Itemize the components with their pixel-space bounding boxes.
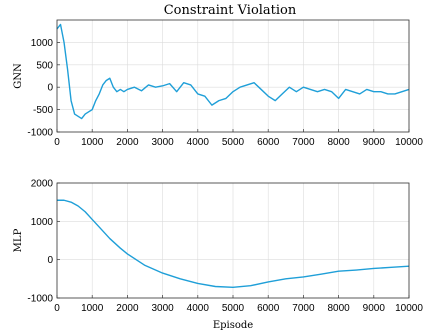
y-axis-label: MLP bbox=[13, 228, 24, 252]
x-tick-label-2: 2000 bbox=[116, 303, 139, 314]
figure-title: Constraint Violation bbox=[164, 3, 297, 18]
x-tick-label-7: 7000 bbox=[292, 303, 315, 314]
y-tick-label-2: 0 bbox=[47, 83, 53, 94]
x-tick-label-9: 9000 bbox=[363, 137, 386, 148]
x-tick-label-9: 9000 bbox=[363, 303, 386, 314]
y-tick-label-0: -1000 bbox=[27, 294, 53, 305]
series-line-0 bbox=[57, 199, 410, 288]
x-tick-label-4: 4000 bbox=[187, 137, 210, 148]
chart-mlp: 0 1000 2000 3000 4000 5000 6000 7000 8000 9000 100… bbox=[13, 179, 423, 332]
x-tick-label-5: 5000 bbox=[222, 137, 245, 148]
y-tick-label-1: -500 bbox=[33, 105, 53, 116]
y-tick-label-0: -1000 bbox=[27, 128, 53, 139]
x-tick-label-6: 6000 bbox=[257, 137, 280, 148]
x-tick-label-3: 3000 bbox=[151, 137, 174, 148]
x-tick-label-3: 3000 bbox=[151, 303, 174, 314]
x-tick-label-8: 8000 bbox=[327, 303, 350, 314]
x-tick-label-0: 0 bbox=[54, 303, 60, 314]
y-tick-label-1: 0 bbox=[47, 255, 53, 266]
chart-gnn: 0 1000 2000 3000 4000 5000 6000 7000 8000 9000 100… bbox=[13, 19, 423, 148]
x-tick-label-0: 0 bbox=[54, 137, 60, 148]
x-tick-label-2: 2000 bbox=[116, 137, 139, 148]
x-tick-label-5: 5000 bbox=[222, 303, 245, 314]
x-tick-label-4: 4000 bbox=[187, 303, 210, 314]
x-axis-label: Episode bbox=[213, 320, 253, 331]
y-tick-label-4: 1000 bbox=[31, 38, 54, 49]
y-tick-label-3: 500 bbox=[36, 60, 53, 71]
series-line-0 bbox=[56, 23, 410, 120]
y-tick-label-3: 2000 bbox=[31, 179, 54, 190]
x-tick-label-1: 1000 bbox=[81, 303, 104, 314]
x-tick-label-8: 8000 bbox=[327, 137, 350, 148]
x-tick-label-1: 1000 bbox=[81, 137, 104, 148]
x-tick-label-10: 10000 bbox=[395, 303, 423, 314]
y-axis-label: GNN bbox=[13, 63, 24, 89]
x-tick-label-10: 10000 bbox=[395, 137, 423, 148]
x-tick-label-7: 7000 bbox=[292, 137, 315, 148]
x-tick-label-6: 6000 bbox=[257, 303, 280, 314]
y-tick-label-2: 1000 bbox=[31, 217, 54, 228]
